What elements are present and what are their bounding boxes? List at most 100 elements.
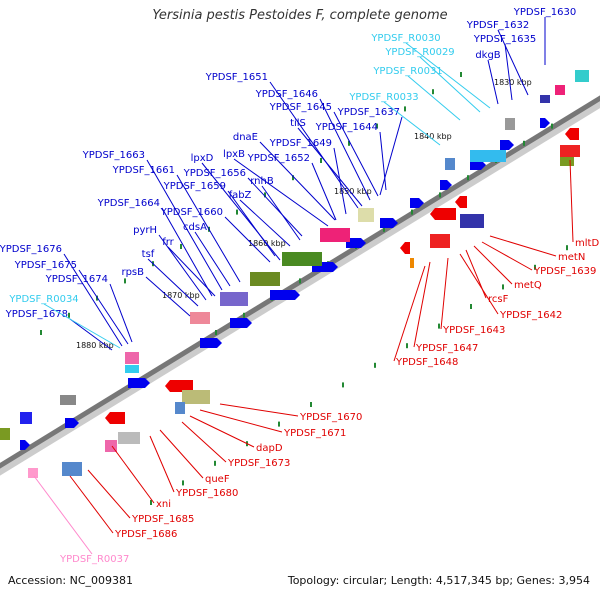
grid-tick <box>342 382 344 388</box>
forward-gene-leader <box>145 276 191 317</box>
forward-gene-leader <box>311 162 337 221</box>
reverse-gene-arrow <box>105 412 125 424</box>
forward-gene-leader <box>333 147 347 215</box>
backbone-shadow <box>0 96 600 476</box>
forward-gene-label: lpxB <box>223 149 245 160</box>
genome-summary-text: Topology: circular; Length: 4,517,345 bp… <box>287 574 590 587</box>
reverse-gene-label: metQ <box>514 280 542 291</box>
grid-tick <box>214 460 216 466</box>
forward-gene-leader <box>227 190 276 257</box>
forward-gene-leader <box>239 199 291 247</box>
reverse-gene-label: YPDSF_1671 <box>283 428 346 439</box>
forward-gene-leader <box>379 131 387 191</box>
forward-gene-label: cdsA <box>183 222 207 233</box>
forward-gene-leader <box>78 269 129 345</box>
forward-gene-label: YPDSF_1632 <box>466 20 529 31</box>
grid-tick <box>236 209 238 215</box>
pseudo-gene-leader <box>33 475 93 555</box>
forward-gene-block <box>575 70 589 82</box>
rna-gene-label: YPDSF_R0029 <box>384 47 454 58</box>
forward-gene-leader <box>69 318 113 351</box>
reverse-gene-label: YPDSF_1639 <box>533 266 596 277</box>
forward-gene-leader <box>224 216 271 263</box>
grid-tick <box>278 421 280 427</box>
rna-gene-leader <box>383 101 441 146</box>
forward-gene-arrow <box>380 218 398 228</box>
forward-gene-leader <box>333 111 379 197</box>
forward-gene-label: YPDSF_1644 <box>315 122 378 133</box>
reverse-gene-leader <box>481 241 533 271</box>
forward-gene-arrow <box>230 318 252 328</box>
forward-gene-leader <box>297 127 363 207</box>
reverse-gene-leader <box>199 409 283 433</box>
reverse-gene-label: YPDSF_1673 <box>227 458 290 469</box>
forward-gene-label: YPDSF_1675 <box>14 260 77 271</box>
reverse-gene-label: YPDSF_1686 <box>114 529 177 540</box>
forward-gene-label: lpxD <box>191 153 214 164</box>
forward-gene-leader <box>146 159 223 291</box>
kbp-tick-label: 1880 kbp <box>76 341 114 350</box>
grid-tick <box>292 175 294 181</box>
grid-tick <box>467 175 469 181</box>
forward-gene-block <box>555 85 565 95</box>
forward-gene-label: fabZ <box>229 190 252 201</box>
kbp-tick-label: 1840 kbp <box>414 132 452 141</box>
reverse-gene-arrow <box>400 242 410 254</box>
grid-tick <box>374 362 376 368</box>
grid-tick <box>551 123 553 129</box>
grid-tick <box>264 192 266 198</box>
forward-gene-arrow <box>128 378 150 388</box>
reverse-gene-leader <box>111 445 155 504</box>
forward-gene-block <box>20 412 32 424</box>
reverse-gene-leader <box>413 261 431 348</box>
forward-gene-leader <box>109 283 133 343</box>
reverse-gene-label: dapD <box>256 443 283 454</box>
reverse-gene-leader <box>459 253 499 315</box>
forward-gene-label: YPDSF_1660 <box>160 207 223 218</box>
accession-text: Accession: NC_009381 <box>8 574 134 587</box>
grid-tick <box>215 330 217 335</box>
rna-gene-label: YPDSF_R0033 <box>348 92 418 103</box>
reverse-gene-leader <box>473 245 513 285</box>
forward-gene-leader <box>158 234 207 301</box>
forward-gene-block <box>220 292 248 306</box>
forward-gene-leader <box>379 116 403 196</box>
grid-tick <box>243 312 245 318</box>
forward-gene-leader <box>261 185 301 241</box>
reverse-gene-label: YPDSF_1643 <box>442 325 505 336</box>
reverse-gene-arrow <box>430 208 456 220</box>
forward-gene-block <box>0 428 10 440</box>
forward-gene-leader <box>167 246 216 297</box>
forward-gene-block <box>190 312 210 324</box>
forward-gene-block <box>470 150 506 162</box>
reverse-gene-arrow <box>565 128 579 140</box>
reverse-gene-block <box>430 234 450 248</box>
grid-tick <box>376 123 378 129</box>
reverse-gene-label: YPDSF_1642 <box>499 310 562 321</box>
forward-gene-label: YPDSF_1646 <box>255 89 318 100</box>
rna-gene-leader <box>43 303 121 349</box>
grid-tick <box>383 226 385 232</box>
forward-gene-label: YPDSF_1664 <box>97 198 160 209</box>
forward-gene-label: YPDSF_1674 <box>45 274 108 285</box>
forward-gene-label: YPDSF_1635 <box>473 34 536 45</box>
reverse-gene-label: mltD <box>575 238 599 249</box>
genome-title: Yersinia pestis Pestoides F, complete ge… <box>152 8 448 23</box>
forward-gene-arrow <box>470 160 486 170</box>
grid-tick <box>299 278 301 284</box>
grid-tick <box>310 402 312 407</box>
forward-gene-label: YPDSF_1676 <box>0 244 62 255</box>
forward-gene-leader <box>63 253 123 347</box>
reverse-gene-block <box>118 432 140 444</box>
reverse-gene-leader <box>440 257 449 330</box>
forward-gene-block <box>125 365 139 373</box>
forward-gene-label: tsf <box>142 249 155 260</box>
reverse-gene-label: YPDSF_1685 <box>131 514 194 525</box>
reverse-gene-block <box>560 145 580 157</box>
reverse-gene-arrow <box>455 196 467 208</box>
reverse-gene-leader <box>159 429 204 479</box>
reverse-gene-block <box>460 214 484 228</box>
reverse-gene-leader <box>489 235 557 257</box>
reverse-gene-leader <box>189 415 255 448</box>
